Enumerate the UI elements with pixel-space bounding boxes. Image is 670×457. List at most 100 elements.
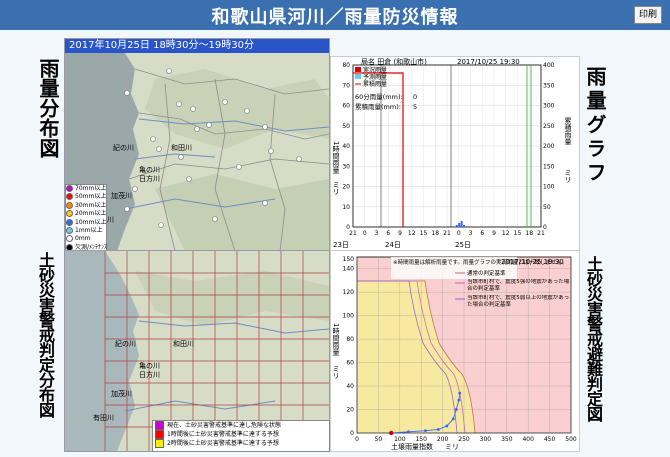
x-tick-label: 21: [537, 230, 545, 237]
y-tick-label: 50: [342, 123, 350, 130]
rain-graph-label: 雨量グラフ: [583, 66, 607, 186]
warning-item: 1時間後に土砂災害警戒基準に達する予想: [153, 430, 329, 439]
rain-bar: [463, 224, 465, 227]
y-tick-label: 80: [346, 336, 354, 343]
x-tick-label: 6: [480, 230, 484, 237]
place-label: 和田川: [171, 144, 192, 152]
legend-item: 30mm以上: [66, 201, 106, 210]
x-tick-label: 0: [457, 230, 461, 237]
y-tick-label: 20: [346, 407, 354, 414]
legend-dot-icon: [66, 185, 73, 192]
legend-dot-icon: [66, 235, 73, 243]
warning-swatch-icon: [155, 439, 164, 448]
x-tick-label: 21: [443, 230, 451, 237]
x-tick-label: 0: [363, 230, 367, 237]
x-tick-label: 100: [394, 436, 406, 443]
y-tick-label: 150: [343, 256, 355, 263]
rain-map-label: 雨量分布図: [36, 58, 60, 158]
x-tick-label: 15: [420, 230, 428, 237]
place-label: 亀の川: [139, 166, 160, 174]
rain-map-caption: 2017年10月25日 18時30分～19時30分: [65, 39, 329, 53]
trajectory-point: [436, 428, 440, 431]
place-label: 亀の川: [139, 362, 160, 370]
trajectory-point: [457, 398, 461, 402]
graph-datetime: 2017/10/25 19:30: [457, 58, 520, 66]
y-tick-label: 60: [342, 103, 350, 110]
legend-item: 70mm以上: [66, 185, 106, 193]
evac-graph-panel[interactable]: 0 20 40 60 80 100 120 140 150 0 50 100 150 200 250 300…: [330, 250, 580, 452]
y-tick-label: 0: [350, 430, 354, 437]
x-tick-label: 18: [525, 230, 533, 237]
trajectory-point: [454, 408, 458, 411]
legend-dot-icon: [66, 218, 73, 226]
legend-dot-icon: [66, 227, 73, 235]
rain-bar: [458, 222, 461, 227]
y-right-tick-label: 200: [543, 143, 555, 150]
legend-item: 0mm: [66, 235, 106, 243]
trajectory-point: [458, 391, 462, 395]
x-tick-label: 250: [458, 436, 470, 443]
day-label: 24日: [385, 241, 401, 249]
x-tick-label: 350: [501, 436, 513, 443]
y-right-tick-label: 0: [543, 224, 547, 231]
stat1-value: 0: [413, 93, 417, 101]
x-tick-label: 9: [492, 230, 496, 237]
rain-graph-panel[interactable]: 0 10 20 30 40 50 60 70 80 0 50 100 150 200 250 300 350 40…: [330, 56, 580, 252]
x-tick-label: 15: [514, 230, 522, 237]
warning-item: 2時間後に土砂災害警戒基準に達する予想: [153, 439, 329, 448]
x-tick-label: 3: [469, 230, 473, 237]
y-tick-label: 30: [342, 163, 350, 170]
x-tick-label: 500: [565, 436, 577, 443]
x-tick-label: 400: [522, 436, 534, 443]
x-tick-label: 3: [375, 230, 379, 237]
y-right-tick-label: 300: [543, 103, 555, 110]
x-tick-label: 50: [375, 436, 383, 443]
y-tick-label: 100: [343, 313, 355, 320]
place-label: 加茂川: [111, 192, 132, 200]
y-tick-label: 0: [346, 224, 350, 231]
x-tick-label: 21: [349, 230, 357, 237]
y-tick-label: 80: [342, 62, 350, 69]
print-button[interactable]: 印刷: [634, 6, 662, 24]
x-tick-label: 200: [437, 436, 449, 443]
place-label: 有田川: [93, 414, 114, 422]
evac-left-unit: ミリ: [332, 365, 340, 379]
y-tick-label: 70: [342, 82, 350, 89]
legend-item: 10mm以上: [66, 218, 106, 227]
rain-bar: [460, 220, 463, 227]
stat2-value: 5: [413, 103, 417, 111]
legend-item: 1mm以上: [66, 227, 106, 235]
place-label: 紀の川: [113, 144, 134, 152]
x-tick-label: 6: [386, 230, 390, 237]
rg-left-axis-label: 1時間雨量: [332, 141, 340, 174]
rain-map-panel[interactable]: 2017年10月25日 18時30分～19時30分 紀の川 和田川 亀の川 日方…: [64, 38, 330, 252]
rain-map-svg: [65, 39, 329, 251]
y-right-tick-label: 100: [543, 184, 555, 191]
x-tick-label: 450: [544, 436, 556, 443]
trajectory-start-point: [389, 430, 394, 436]
criterion-line-normal: [357, 280, 476, 434]
legend-dot-icon: [66, 210, 73, 218]
y-tick-label: 40: [342, 143, 350, 150]
legend-item: 50mm以上: [66, 193, 106, 201]
y-right-tick-label: 350: [543, 82, 555, 89]
evacuation-label: 土砂災害警戒避難判定図: [584, 256, 603, 421]
y-tick-label: 10: [342, 204, 350, 211]
landslide-map-panel[interactable]: 紀の川 和田川 亀の川 日方川 加茂川 有田川: [64, 250, 330, 452]
cumulative-rain-line: [353, 72, 404, 227]
warning-item: 現在、土砂災害警戒基準に達し危険な状態: [153, 421, 329, 430]
place-label: 日方川: [139, 175, 160, 183]
y-tick-label: 20: [342, 184, 350, 191]
evac-graph-svg: 0 20 40 60 80 100 120 140 150 0 50 100 150 200 250 300…: [343, 256, 577, 451]
rain-bar: [455, 224, 458, 227]
legend-item: 20mm以上: [66, 210, 106, 218]
rg-legend-1: 予測雨量: [363, 73, 387, 81]
y-right-tick-label: 150: [543, 163, 555, 170]
place-label: 和田川: [173, 340, 194, 348]
landslide-map-svg: [65, 251, 329, 451]
place-label: 紀の川: [115, 340, 136, 348]
x-tick-label: 0: [355, 436, 359, 443]
x-tick-label: 12: [502, 230, 510, 237]
trajectory-point: [451, 417, 455, 421]
y-right-tick-label: 50: [543, 204, 551, 211]
